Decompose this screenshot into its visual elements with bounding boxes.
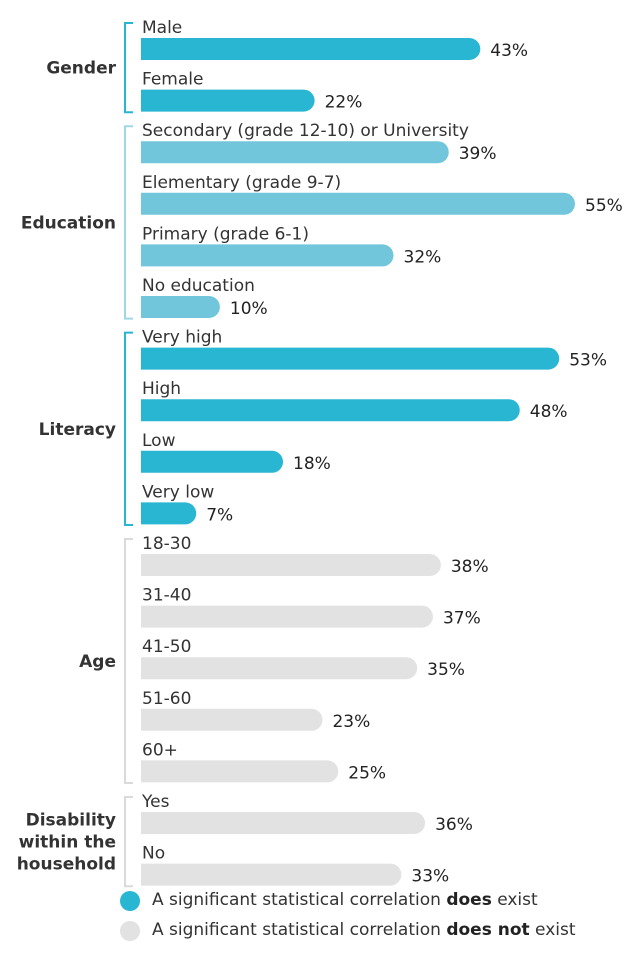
bar [141, 450, 284, 473]
bar-value-label: 23% [332, 712, 370, 732]
bar-category-label: 18-30 [142, 534, 191, 554]
bar-value-label: 25% [348, 763, 386, 783]
bar [141, 296, 220, 318]
bar-value-label: 22% [325, 93, 363, 113]
group-bracket [124, 796, 133, 888]
group-label: within the [19, 833, 116, 853]
bar-category-label: 31-40 [142, 586, 191, 606]
group-bracket [124, 22, 133, 114]
bar [141, 554, 441, 576]
bar-value-label: 55% [585, 196, 623, 216]
bar-value-label: 35% [427, 660, 465, 680]
bar-category-label: Male [142, 18, 182, 38]
group-bracket [124, 538, 133, 784]
bar-category-label: 51-60 [142, 689, 191, 709]
group-label: Disability [26, 811, 116, 831]
group-label: Age [79, 652, 116, 672]
bar [141, 605, 433, 628]
bar [141, 38, 481, 60]
group-label: household [17, 855, 116, 875]
bar-value-label: 33% [411, 867, 449, 887]
bar-value-label: 10% [230, 299, 268, 319]
legend-label-significant: A significant statistical correlation do… [152, 890, 538, 910]
bar-value-label: 38% [451, 557, 489, 577]
bar [141, 141, 449, 164]
bar-category-label: Primary (grade 6-1) [142, 224, 309, 244]
bar-category-label: Very high [142, 328, 222, 348]
bar-category-label: Very low [142, 482, 214, 502]
group-bracket [124, 331, 133, 526]
bar [141, 657, 418, 680]
bar-category-label: 41-50 [142, 637, 191, 657]
legend-item-not-significant: A significant statistical correlation do… [120, 918, 620, 946]
bar [141, 863, 402, 886]
bar-value-label: 32% [404, 247, 442, 267]
bar-value-label: 43% [490, 41, 528, 61]
bar-value-label: 39% [459, 144, 497, 164]
bar [141, 708, 323, 731]
legend-label-not-significant: A significant statistical correlation do… [152, 920, 576, 940]
bar-value-label: 7% [206, 505, 233, 525]
bar [141, 502, 197, 525]
bar-category-label: High [142, 379, 181, 399]
legend-item-significant: A significant statistical correlation do… [120, 888, 620, 916]
bar [141, 244, 394, 267]
group-label: Gender [46, 59, 116, 79]
bar-category-label: No education [142, 276, 255, 296]
bar-value-label: 53% [569, 351, 607, 371]
bar-category-label: Yes [141, 792, 170, 812]
bar-category-label: Elementary (grade 9-7) [142, 173, 341, 193]
bar [141, 89, 315, 112]
bar-category-label: 60+ [142, 740, 178, 760]
legend-swatch-significant [120, 891, 140, 911]
group-label: Education [21, 213, 116, 233]
bar-value-label: 37% [443, 609, 481, 629]
bar [141, 347, 560, 370]
bar-value-label: 36% [435, 815, 473, 835]
bar [141, 760, 339, 783]
bar-category-label: Female [142, 70, 203, 90]
bar-value-label: 48% [530, 402, 568, 422]
bar-chart: Male 43% Female 22% Gender Secondary (grade 1… [17, 18, 623, 888]
legend-swatch-not-significant [120, 921, 140, 941]
bar [141, 812, 426, 834]
bar-category-label: Low [142, 431, 176, 451]
bar [141, 192, 575, 215]
bar-category-label: No [142, 844, 165, 864]
bar-category-label: Secondary (grade 12-10) or University [142, 121, 469, 141]
bar-value-label: 18% [293, 454, 331, 474]
bar [141, 399, 520, 422]
group-label: Literacy [39, 420, 116, 440]
group-bracket [124, 125, 133, 320]
